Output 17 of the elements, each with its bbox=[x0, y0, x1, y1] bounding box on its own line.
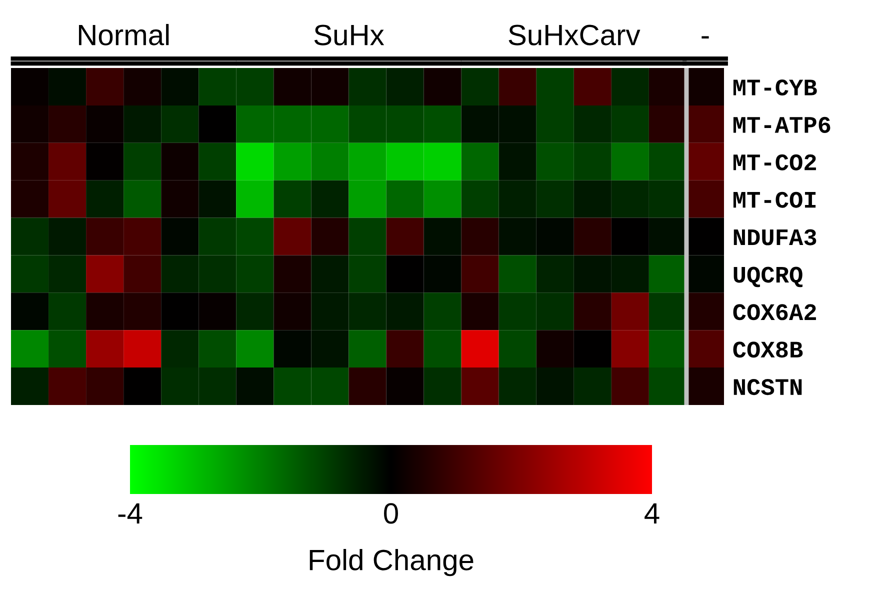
y-tick-label: COX6A2 bbox=[733, 304, 816, 320]
text: - bbox=[702, 36, 709, 38]
color-bar-title: Fold Change bbox=[310, 548, 474, 576]
text: SuHxCarv bbox=[508, 24, 640, 46]
y-tick-label: MT-CO2 bbox=[733, 154, 816, 170]
y-tick-label: COX8B bbox=[733, 342, 803, 358]
y-tick-label: MT-CYB bbox=[733, 79, 817, 96]
y-tick-label: UQCRQ bbox=[734, 266, 802, 288]
y-tick-label: MT-ATP6 bbox=[733, 116, 830, 133]
y-tick-label: MT-COI bbox=[733, 192, 816, 208]
y-tick-label: NCSTN bbox=[734, 379, 802, 396]
color-bar-label: 0 bbox=[384, 503, 398, 524]
y-tick-label: NDUFA3 bbox=[734, 229, 816, 246]
color-bar-label: 4 bbox=[644, 503, 660, 524]
color-bar-label: -4 bbox=[118, 503, 142, 524]
text: Normal bbox=[78, 24, 169, 46]
text: SuHx bbox=[314, 24, 384, 46]
